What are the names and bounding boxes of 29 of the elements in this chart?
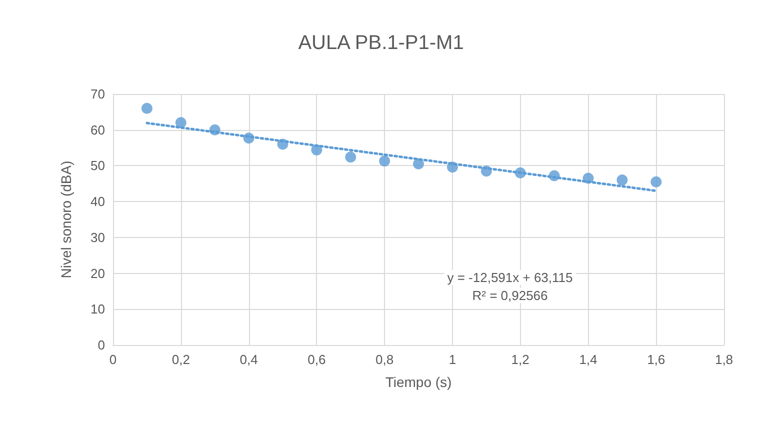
- point: [650, 176, 662, 188]
- x-tick-label: 1: [448, 352, 456, 367]
- y-tick-label: 60: [90, 122, 105, 138]
- x-tick-label: 1,6: [647, 352, 666, 367]
- y-tick-label: 10: [90, 302, 105, 317]
- x-tick-label: 0,4: [240, 352, 258, 367]
- point: [345, 152, 356, 163]
- chart-title: AULA PB.1-P1-M1: [298, 32, 464, 54]
- annotation: R² = 0,92566: [472, 288, 548, 303]
- x-tick-label: 0,6: [308, 352, 326, 367]
- y-tick-label: 70: [90, 86, 105, 102]
- x-tick-label: 0: [109, 352, 117, 367]
- x-axis-title: Tiempo (s): [385, 374, 452, 390]
- y-axis-title: Nivel sonoro (dBA): [58, 160, 74, 278]
- y-tick-label: 50: [90, 158, 105, 174]
- y-tick-label: 40: [90, 194, 105, 210]
- y-tick-label: 0: [98, 338, 105, 352]
- point: [379, 156, 390, 167]
- point: [413, 158, 424, 170]
- y-tick-label: 20: [90, 266, 105, 281]
- y-tick-label: 30: [90, 230, 105, 245]
- x-tick-label: 1,4: [579, 352, 598, 367]
- x-tick-label: 0,8: [376, 352, 394, 367]
- x-tick-label: 1,8: [714, 352, 734, 367]
- annotation: y = -12,591x + 63,115: [447, 270, 573, 285]
- x-tick-label: 1,2: [511, 352, 530, 367]
- point: [141, 102, 152, 114]
- x-tick-label: 0,2: [172, 352, 190, 367]
- point: [616, 174, 628, 186]
